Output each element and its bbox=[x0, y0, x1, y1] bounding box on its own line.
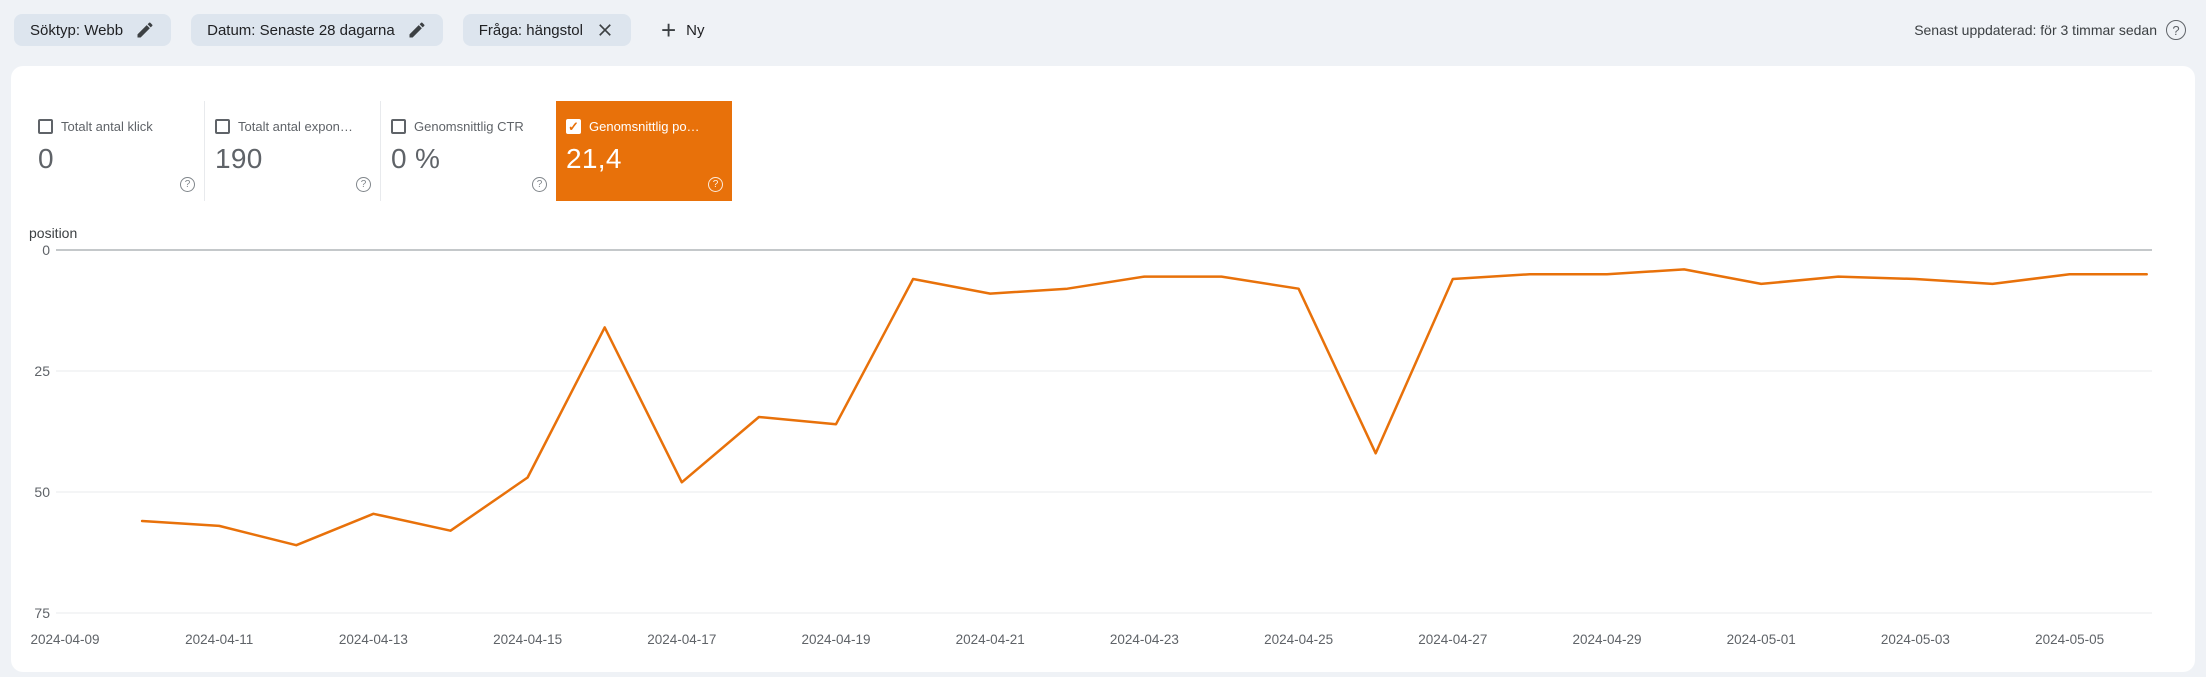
svg-text:2024-04-23: 2024-04-23 bbox=[1110, 632, 1179, 647]
svg-text:2024-04-27: 2024-04-27 bbox=[1418, 632, 1487, 647]
metric-label: Totalt antal expon… bbox=[238, 119, 353, 134]
svg-text:2024-05-03: 2024-05-03 bbox=[1881, 632, 1950, 647]
filter-chip-label: Söktyp: Webb bbox=[30, 21, 124, 39]
filter-chip-search-type[interactable]: Söktyp: Webb bbox=[14, 14, 172, 46]
svg-text:75: 75 bbox=[34, 605, 50, 621]
metric-value: 0 % bbox=[391, 143, 441, 174]
metric-label: Genomsnittlig CTR bbox=[414, 119, 524, 134]
svg-text:2024-04-13: 2024-04-13 bbox=[339, 632, 408, 647]
svg-text:2024-05-05: 2024-05-05 bbox=[2035, 632, 2104, 647]
metric-cards: Totalt antal klick 0 ? Totalt antal expo… bbox=[28, 101, 732, 201]
filter-chip-date[interactable]: Datum: Senaste 28 dagarna bbox=[191, 14, 443, 46]
metric-card-total-clicks[interactable]: Totalt antal klick 0 ? bbox=[28, 101, 204, 201]
performance-panel: Totalt antal klick 0 ? Totalt antal expo… bbox=[11, 66, 2195, 672]
help-icon[interactable]: ? bbox=[532, 177, 547, 192]
svg-text:2024-04-15: 2024-04-15 bbox=[493, 632, 562, 647]
metric-value: 190 bbox=[215, 143, 263, 174]
checkbox-checked[interactable]: ✓ bbox=[566, 119, 581, 134]
metric-card-total-impressions[interactable]: Totalt antal expon… 190 ? bbox=[204, 101, 380, 201]
checkbox-unchecked[interactable] bbox=[215, 119, 230, 134]
edit-icon[interactable] bbox=[407, 20, 427, 40]
filter-chip-label: Datum: Senaste 28 dagarna bbox=[207, 21, 395, 39]
svg-text:2024-04-09: 2024-04-09 bbox=[30, 632, 99, 647]
close-icon[interactable] bbox=[595, 20, 615, 40]
last-updated-area: Senast uppdaterad: för 3 timmar sedan ? bbox=[1914, 13, 2186, 47]
svg-text:2024-04-19: 2024-04-19 bbox=[801, 632, 870, 647]
new-filter-button[interactable]: + Ny bbox=[661, 17, 705, 43]
checkbox-unchecked[interactable] bbox=[38, 119, 53, 134]
svg-text:2024-04-11: 2024-04-11 bbox=[185, 632, 253, 647]
metric-label: Totalt antal klick bbox=[61, 119, 153, 134]
plus-icon: + bbox=[660, 15, 677, 45]
new-filter-label: Ny bbox=[686, 21, 705, 39]
position-chart[interactable]: 0 25 50 75 position 2024-04-09 2024-04-11 2024-… bbox=[11, 66, 2195, 672]
svg-text:25: 25 bbox=[34, 363, 50, 379]
metric-value: 0 bbox=[38, 143, 54, 174]
help-icon[interactable]: ? bbox=[708, 177, 723, 192]
edit-icon[interactable] bbox=[135, 20, 155, 40]
filter-chip-query[interactable]: Fråga: hängstol bbox=[462, 14, 631, 46]
svg-text:2024-04-21: 2024-04-21 bbox=[956, 632, 1025, 647]
help-icon[interactable]: ? bbox=[356, 177, 371, 192]
metric-card-average-ctr[interactable]: Genomsnittlig CTR 0 % ? bbox=[380, 101, 556, 201]
metric-value: 21,4 bbox=[566, 143, 622, 174]
last-updated-text: Senast uppdaterad: för 3 timmar sedan bbox=[1914, 22, 2157, 38]
svg-text:2024-04-17: 2024-04-17 bbox=[647, 632, 716, 647]
svg-text:50: 50 bbox=[34, 484, 50, 500]
metric-label: Genomsnittlig po… bbox=[589, 119, 700, 134]
metric-card-average-position[interactable]: ✓ Genomsnittlig po… 21,4 ? bbox=[556, 101, 732, 201]
checkbox-unchecked[interactable] bbox=[391, 119, 406, 134]
svg-text:2024-05-01: 2024-05-01 bbox=[1727, 632, 1796, 647]
svg-text:0: 0 bbox=[42, 242, 50, 258]
help-icon[interactable]: ? bbox=[180, 177, 195, 192]
svg-text:2024-04-25: 2024-04-25 bbox=[1264, 632, 1333, 647]
filter-chip-label: Fråga: hängstol bbox=[478, 21, 583, 39]
svg-text:position: position bbox=[29, 225, 77, 241]
svg-text:2024-04-29: 2024-04-29 bbox=[1572, 632, 1641, 647]
help-icon[interactable]: ? bbox=[2166, 20, 2186, 40]
position-chart-svg[interactable]: 0 25 50 75 position 2024-04-09 2024-04-11 2024-… bbox=[11, 66, 2195, 672]
filter-bar: Söktyp: Webb Datum: Senaste 28 dagarna F… bbox=[14, 13, 2192, 47]
